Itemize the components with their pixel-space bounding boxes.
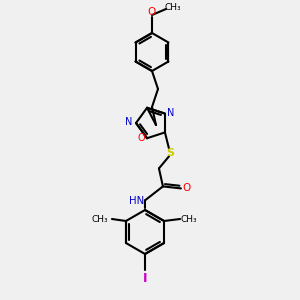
Text: CH₃: CH₃ [92, 214, 108, 224]
Text: I: I [143, 272, 147, 284]
Text: N: N [125, 117, 133, 127]
Text: S: S [166, 148, 174, 158]
Text: HN: HN [129, 196, 145, 206]
Text: O: O [137, 133, 145, 143]
Text: O: O [148, 7, 156, 17]
Text: CH₃: CH₃ [181, 214, 197, 224]
Text: N: N [167, 108, 175, 118]
Text: O: O [183, 183, 191, 194]
Text: CH₃: CH₃ [165, 4, 181, 13]
